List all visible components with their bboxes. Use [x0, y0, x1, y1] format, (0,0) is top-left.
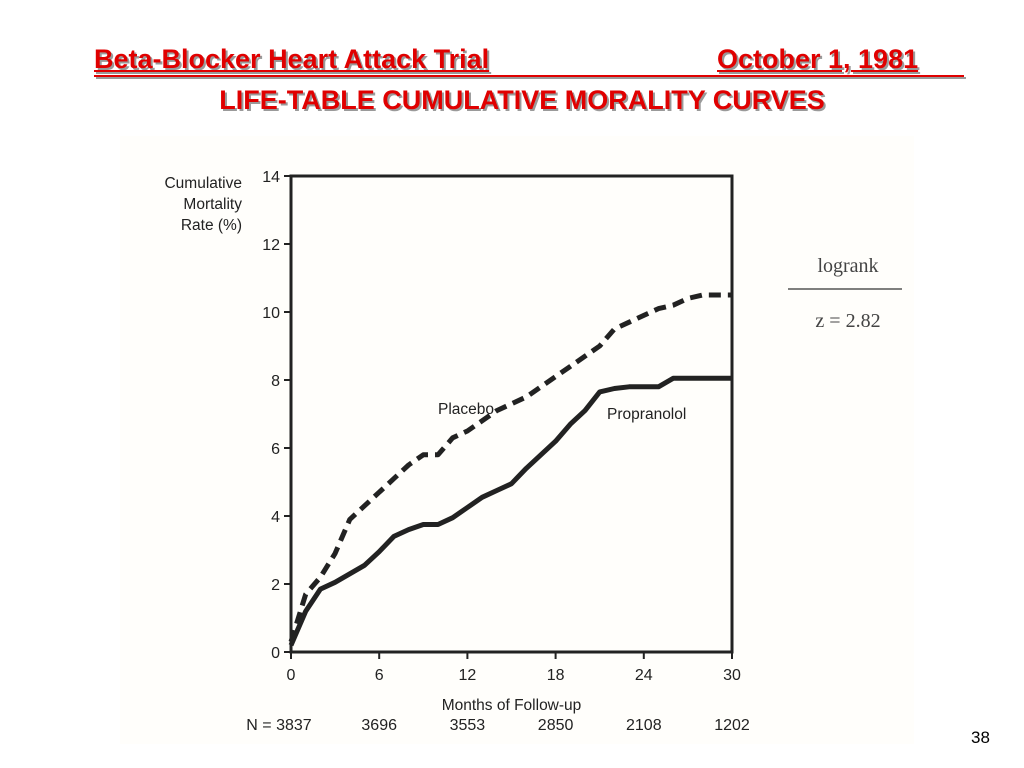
series-label-placebo: Placebo: [438, 401, 494, 418]
logrank-statistic: z = 2.82: [815, 310, 880, 332]
y-axis-ticks: 0 2 4 6 8 10 12 14: [262, 169, 291, 662]
y-tick-label: 0: [271, 645, 280, 662]
n-at-risk-row: N = 3837 3696 3553 2850 2108 1202: [246, 717, 750, 734]
y-tick-label: 2: [271, 577, 280, 594]
x-axis-label: Months of Follow-up: [442, 697, 582, 714]
series-label-propranolol: Propranolol: [607, 406, 686, 423]
title-underline: [94, 75, 964, 77]
n-at-risk-value: 2108: [626, 717, 662, 734]
series-lines: [288, 292, 732, 647]
plot-frame: [289, 174, 734, 654]
x-tick-label: 6: [375, 667, 384, 684]
y-tick-label: 14: [262, 169, 280, 186]
x-axis-ticks: 0 6 12 18 24 30: [287, 652, 741, 684]
x-tick-label: 24: [635, 667, 653, 684]
y-tick-label: 6: [271, 441, 280, 458]
chart-figure: Cumulative Mortality Rate (%) 0 2 4 6 8 10 12 14 …: [120, 136, 914, 744]
y-tick-label: 10: [262, 305, 280, 322]
series-labels: Placebo Propranolol: [438, 401, 686, 423]
title-date: October 1, 1981: [717, 44, 919, 74]
y-tick-label: 4: [271, 509, 280, 526]
n-at-risk-value: 3553: [450, 717, 486, 734]
slide-subtitle: LIFE-TABLE CUMULATIVE MORALITY CURVES: [219, 85, 825, 115]
x-tick-label: 18: [547, 667, 565, 684]
x-tick-label: 12: [459, 667, 477, 684]
n-at-risk-value: 2850: [538, 717, 574, 734]
page-number: 38: [971, 728, 990, 747]
y-axis-label-line: Mortality: [183, 196, 242, 213]
x-tick-label: 30: [723, 667, 741, 684]
n-at-risk-value: 1202: [714, 717, 750, 734]
title-trial-name: Beta-Blocker Heart Attack Trial: [94, 44, 490, 74]
y-axis-label: Cumulative Mortality Rate (%): [164, 175, 242, 234]
x-tick-label: 0: [287, 667, 296, 684]
series-line-propranolol: [288, 375, 732, 647]
logrank-test-label: logrank: [817, 255, 878, 277]
y-tick-label: 8: [271, 373, 280, 390]
y-tick-label: 12: [262, 237, 280, 254]
logrank-annotation: logrank z = 2.82: [788, 255, 902, 332]
n-at-risk-value: 3696: [361, 717, 397, 734]
series-line-placebo: [288, 292, 732, 643]
y-axis-label-line: Rate (%): [181, 217, 242, 234]
y-axis-label-line: Cumulative: [164, 175, 242, 192]
n-at-risk-value: N = 3837: [246, 717, 311, 734]
